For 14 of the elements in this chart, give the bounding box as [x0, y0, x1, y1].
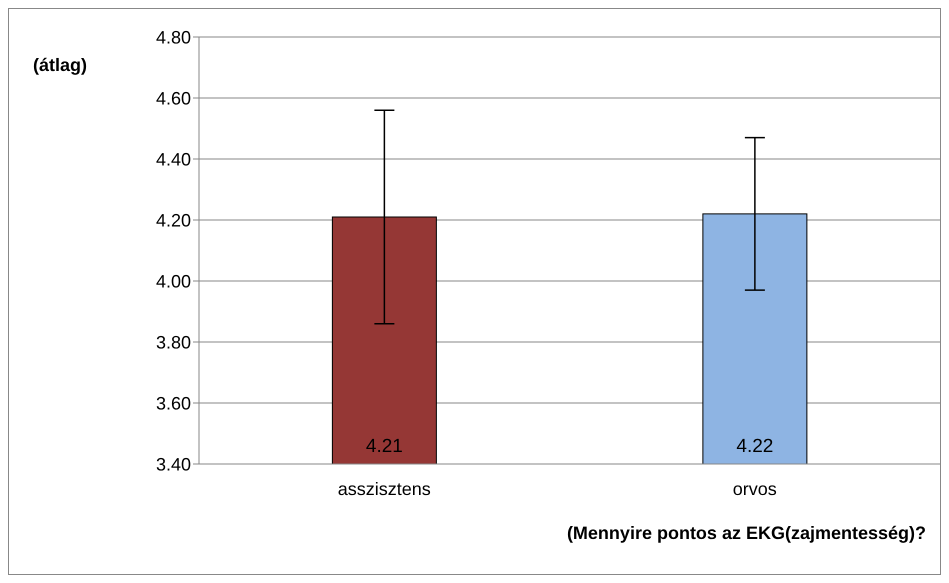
y-tick-label: 3.60	[156, 393, 191, 414]
y-tick-label: 4.80	[156, 27, 191, 48]
data-label: 4.21	[366, 436, 403, 457]
x-axis-title: (Mennyire pontos az EKG(zajmentesség)?	[566, 523, 926, 544]
y-tick-label: 4.20	[156, 210, 191, 230]
y-axis-title: (átlag)	[33, 55, 87, 76]
x-tick-label: orvos	[732, 478, 777, 499]
y-tick-label: 3.40	[156, 454, 191, 474]
data-label: 4.22	[736, 436, 774, 457]
y-tick-label: 4.40	[156, 149, 191, 170]
y-tick-label: 3.80	[156, 332, 191, 352]
x-tick-label: asszisztens	[338, 478, 431, 499]
y-tick-label: 4.00	[156, 271, 191, 292]
y-tick-label: 4.60	[156, 88, 191, 108]
